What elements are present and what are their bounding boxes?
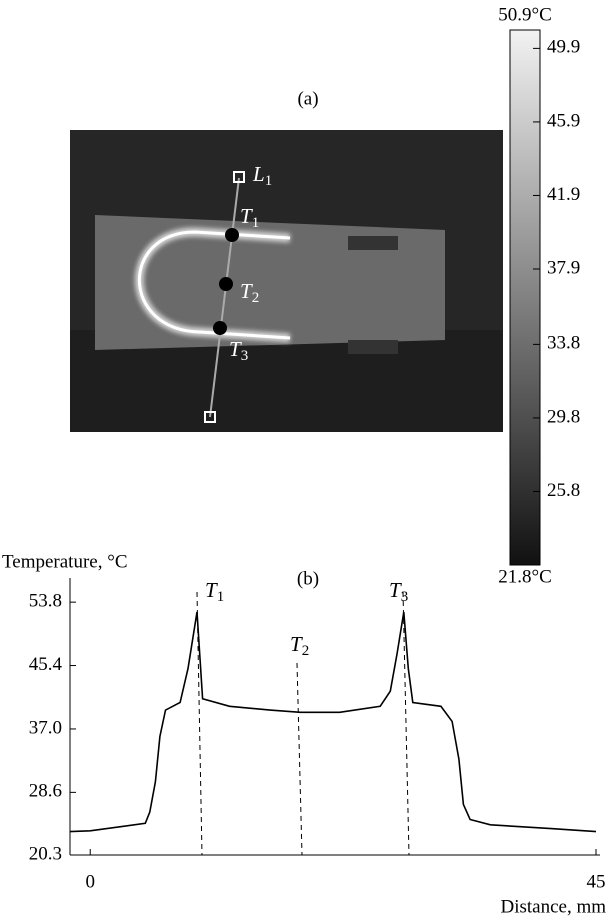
- image-label: L1: [252, 162, 272, 190]
- label-letter: L: [252, 162, 265, 186]
- x-tick-label: 0: [85, 871, 95, 892]
- colorbar-tick-label: 49.9: [547, 37, 580, 58]
- label-letter: T: [290, 632, 303, 656]
- label-letter: T: [240, 204, 253, 228]
- label-letter: T: [240, 279, 253, 303]
- label-sub: 1: [252, 215, 260, 231]
- image-label: T3: [229, 337, 248, 365]
- label-letter: T: [389, 578, 402, 602]
- colorbar-tick-label: 45.9: [547, 110, 580, 131]
- label-sub: 1: [217, 589, 225, 605]
- x-axis-title: Distance, mm: [500, 896, 606, 917]
- label-sub: 2: [252, 290, 260, 306]
- colorbar: [509, 29, 541, 566]
- label-sub: 3: [241, 348, 249, 364]
- label-sub: 1: [265, 173, 273, 189]
- image-label: T1: [240, 204, 259, 232]
- peak-label: T2: [290, 632, 309, 660]
- colorbar-min-label: 21.8°C: [498, 566, 552, 587]
- peak-label: T3: [389, 578, 408, 606]
- label-sub: 2: [302, 643, 310, 659]
- colorbar-tick-label: 41.9: [547, 184, 580, 205]
- colorbar-tick-label: 25.8: [547, 480, 580, 501]
- y-axis-title: Temperature, °C: [2, 551, 128, 572]
- label-letter: T: [229, 337, 242, 361]
- chart-title: (b): [297, 568, 319, 589]
- data-line: [69, 611, 597, 833]
- image-label: T2: [240, 279, 259, 307]
- peak-label: T1: [205, 578, 224, 606]
- colorbar-tick-label: 37.9: [547, 257, 580, 278]
- y-tick-label: 45.4: [29, 654, 63, 675]
- y-tick-label: 28.6: [29, 781, 62, 802]
- colorbar-max-label: 50.9°C: [498, 4, 552, 25]
- guide-line: [402, 591, 410, 856]
- label-letter: T: [205, 578, 218, 602]
- y-tick-label: 20.3: [29, 843, 62, 864]
- guide-line: [296, 662, 303, 856]
- y-tick-label: 37.0: [29, 717, 62, 738]
- colorbar-tick-label: 33.8: [547, 333, 580, 354]
- panel-title: (a): [297, 88, 318, 109]
- guide-line: [196, 591, 203, 856]
- x-tick-label: 45: [587, 871, 606, 892]
- label-sub: 3: [401, 589, 409, 605]
- colorbar-tick-label: 29.8: [547, 406, 580, 427]
- thermal-image: [70, 130, 503, 432]
- y-tick-label: 53.8: [29, 591, 62, 612]
